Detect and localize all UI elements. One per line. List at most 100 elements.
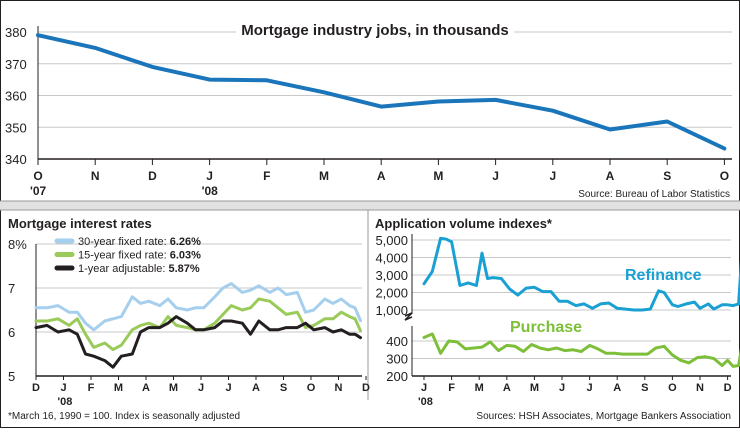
rates-series	[34, 282, 362, 369]
legend-series-name: 15-year fixed rate:	[78, 250, 170, 262]
apps-xtick-label: J	[587, 382, 593, 394]
rates-ytick-label: 8%	[8, 237, 27, 252]
apps-xtick-label: A	[613, 382, 621, 394]
apps-ytick-label: 3,000	[375, 268, 408, 283]
rates-ytick-label: 6	[8, 325, 15, 340]
rates-chart: Mortgage interest rates 8% 7 6 5 D J F M A M J J A S O…	[8, 216, 370, 422]
apps-ytick-label: 4,000	[375, 251, 408, 266]
apps-ytick-label: 5,000	[375, 233, 408, 248]
rates-xtick-label: J	[60, 382, 66, 394]
rates-xtick-label: N	[335, 382, 343, 394]
apps-ytick-label: 400	[386, 334, 408, 349]
rates-legend: 30-year fixed rate: 6.26%15-year fixed r…	[54, 236, 201, 275]
rates-year-label: '08	[58, 396, 73, 408]
jobs-xtick-label: M	[433, 169, 443, 183]
apps-ytick-label: 300	[386, 352, 408, 367]
rates-footnote: *March 16, 1990 = 100. Index is seasonal…	[8, 411, 240, 422]
jobs-line	[36, 33, 727, 151]
apps-source: Sources: HSH Associates, Mortgage Banker…	[476, 411, 731, 422]
rate-1yr-line	[34, 315, 362, 369]
jobs-year-label: '08	[202, 184, 219, 198]
jobs-xtick-label: M	[319, 169, 329, 183]
rates-xtick-label: M	[169, 382, 178, 394]
refinance-series-label: Refinance	[625, 267, 702, 284]
legend-series-name: 30-year fixed rate:	[78, 236, 170, 248]
rates-xtick-label: J	[198, 382, 204, 394]
legend-series-name: 1-year adjustable:	[78, 263, 169, 275]
apps-ytick-label: 2,000	[375, 286, 408, 301]
rates-xtick-label: F	[88, 382, 95, 394]
jobs-xtick-label: O	[33, 169, 42, 183]
rates-xtick-label: O	[307, 382, 316, 394]
apps-xtick-label: J	[559, 382, 565, 394]
apps-xtick-label: F	[448, 382, 455, 394]
jobs-ytick-label: 340	[5, 152, 27, 167]
jobs-ytick-label: 360	[5, 89, 27, 104]
apps-xtick-label: J	[421, 382, 427, 394]
apps-chart: Application volume indexes* 5,000 4,000 3,…	[375, 216, 740, 422]
apps-xtick-label: D	[724, 382, 732, 394]
apps-xtick-label: A	[503, 382, 511, 394]
rates-axis: 8% 7 6 5 D J F M A M J J A S O N D '08	[8, 237, 370, 408]
legend-series-value: 5.87%	[169, 263, 200, 275]
rates-ytick-label: 7	[8, 281, 15, 296]
jobs-year-label: '07	[30, 184, 47, 198]
rates-ytick-label: 5	[8, 369, 15, 384]
rate-30yr-line	[34, 282, 362, 332]
purchase-series-label: Purchase	[510, 319, 582, 336]
rates-xtick-label: D	[32, 382, 40, 394]
panel-divider	[0, 201, 740, 210]
rates-xtick-label: A	[142, 382, 150, 394]
apps-ytick-label: 1,000	[375, 303, 408, 318]
refinance-line	[422, 236, 740, 312]
apps-series: Refinance Purchase	[422, 236, 740, 368]
apps-xtick-label: M	[530, 382, 539, 394]
jobs-xtick-label: F	[263, 169, 270, 183]
legend-series-value: 6.26%	[170, 236, 201, 248]
apps-year-label: '08	[418, 396, 433, 408]
jobs-source: Source: Bureau of Labor Statistics	[578, 189, 730, 200]
rates-title: Mortgage interest rates	[8, 216, 152, 231]
rates-xtick-label: J	[225, 382, 231, 394]
jobs-ytick-label: 370	[5, 57, 27, 72]
rates-gridlines	[36, 243, 362, 333]
apps-gridlines	[412, 239, 731, 359]
apps-axis: 5,000 4,000 3,000 2,000 1,000 400 300 200 J F M A M J…	[375, 233, 731, 408]
apps-ytick-label: 200	[386, 369, 408, 384]
purchase-line	[422, 332, 740, 368]
jobs-xtick-label: J	[492, 169, 499, 183]
rate-1yr-legend-label: 1-year adjustable: 5.87%	[78, 263, 200, 275]
jobs-ytick-label: 380	[5, 25, 27, 40]
jobs-xtick-label: D	[148, 169, 157, 183]
rates-xtick-label: M	[114, 382, 123, 394]
jobs-xtick-label: A	[606, 169, 615, 183]
legend-series-value: 6.03%	[170, 250, 201, 262]
rate-30yr-legend-label: 30-year fixed rate: 6.26%	[78, 236, 201, 248]
apps-xtick-label: N	[696, 382, 704, 394]
jobs-series	[36, 33, 727, 151]
apps-title: Application volume indexes*	[375, 216, 553, 231]
rates-xtick-label: A	[252, 382, 260, 394]
apps-xtick-label: O	[668, 382, 677, 394]
jobs-ytick-label: 350	[5, 120, 27, 135]
jobs-title: Mortgage industry jobs, in thousands	[241, 22, 509, 39]
jobs-xtick-label: O	[720, 169, 729, 183]
apps-xtick-label: M	[475, 382, 484, 394]
jobs-xtick-label: A	[377, 169, 386, 183]
jobs-xtick-label: N	[91, 169, 100, 183]
axis-break-icon	[404, 312, 413, 321]
jobs-xtick-label: J	[549, 169, 556, 183]
jobs-gridlines	[38, 31, 732, 128]
jobs-xtick-label: J	[206, 169, 213, 183]
rates-xtick-label: S	[280, 382, 287, 394]
rates-xtick-label: D	[362, 382, 370, 394]
jobs-xtick-label: S	[663, 169, 671, 183]
jobs-title-backdrop	[236, 16, 514, 42]
apps-xtick-label: S	[641, 382, 648, 394]
rate-15yr-legend-label: 15-year fixed rate: 6.03%	[78, 250, 201, 262]
